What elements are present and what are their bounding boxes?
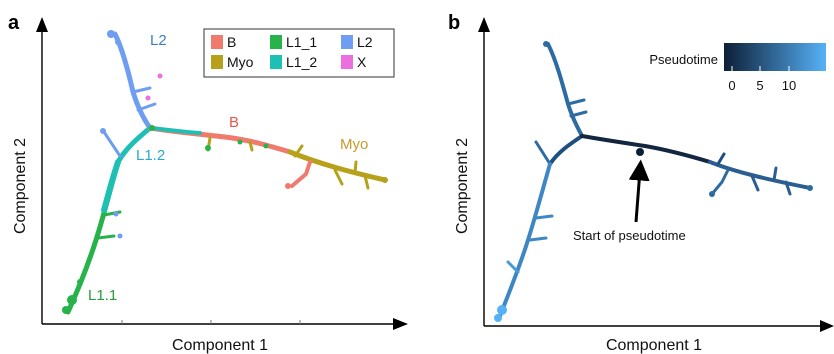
legend-label-l1_2: L1_2	[286, 54, 317, 70]
branch-myo-sub	[290, 160, 312, 188]
legend-label-myo: Myo	[227, 54, 254, 70]
pt-branch-lower-twig-3	[506, 260, 520, 274]
panel-a-x-arrow	[393, 318, 408, 330]
pt-branch-right-twig-4	[784, 180, 792, 196]
label-l11: L1.1	[88, 287, 117, 304]
legend-swatch-l1_1	[270, 35, 282, 49]
label-l2: L2	[150, 32, 167, 49]
colorbar-tick-marks	[731, 66, 790, 71]
legend-swatch-b	[211, 35, 223, 49]
pseudotime-colorbar: Pseudotime 0 5 10	[649, 43, 826, 93]
legend-box	[203, 28, 395, 78]
panel-a-y-arrow	[36, 17, 48, 32]
colorbar-tick-10: 10	[782, 78, 796, 93]
legend-label-x: X	[357, 54, 367, 70]
branch-l12-twig	[102, 130, 122, 158]
legend-swatch-l2	[341, 35, 353, 49]
branch-b-twig-2	[248, 140, 254, 152]
branch-myo	[287, 149, 388, 183]
panel-b-letter: b	[448, 12, 460, 34]
label-b: B	[229, 114, 239, 131]
pt-branch-right-twig-3	[772, 166, 778, 182]
colorbar-tick-0: 0	[728, 78, 735, 93]
pt-branch-upper-twig	[566, 98, 586, 106]
branch-myo-twig-2	[333, 168, 344, 186]
colorbar-title: Pseudotime	[649, 52, 718, 67]
branch-myo-twig-3	[353, 160, 358, 175]
label-l12: L1.2	[136, 147, 165, 164]
panel-a: a Component 1 Component 2	[8, 12, 408, 354]
panel-a-trajectory	[65, 31, 388, 315]
branch-myo-twig-4	[363, 174, 370, 190]
pt-branch-upper-twig-2	[569, 110, 588, 118]
pt-branch-lower-twig	[534, 214, 554, 220]
pt-branch-right-twig-2	[750, 174, 760, 192]
branch-l2	[112, 31, 153, 131]
branch-l2-twig-2	[136, 102, 157, 112]
branch-myo-twig	[293, 144, 304, 158]
pseudotime-start-cells	[636, 148, 644, 156]
pt-branch-right-sub	[710, 168, 730, 196]
pt-branch-lower-twig-2	[528, 236, 548, 242]
colorbar-tick-5: 5	[756, 78, 763, 93]
branch-junction	[115, 125, 153, 165]
pt-branch-upper	[546, 42, 584, 138]
pt-branch-lower	[498, 162, 552, 318]
legend-swatch-l1_2	[270, 55, 282, 69]
branch-l11-twig-2	[96, 234, 116, 240]
panel-b-x-arrow	[820, 320, 834, 332]
legend-swatch-myo	[211, 55, 223, 69]
panel-b-y-label: Component 2	[454, 138, 471, 234]
panel-b-cells	[494, 41, 813, 322]
colorbar-gradient	[724, 43, 826, 71]
start-annotation: Start of pseudotime	[573, 228, 686, 243]
panel-b: b Component 1 Component 2	[448, 12, 834, 354]
panel-a-legend: B L1_1 L2 Myo L1_2 X	[203, 28, 395, 78]
start-arrow	[628, 159, 650, 223]
panel-a-letter: a	[8, 12, 20, 34]
panel-b-x-label: Component 1	[606, 337, 702, 354]
panel-a-x-label: Component 1	[172, 337, 268, 354]
legend-label-l1_1: L1_1	[286, 34, 317, 50]
legend-label-l2: L2	[357, 34, 373, 50]
panel-a-cells	[62, 30, 388, 314]
panel-b-trajectory	[498, 42, 812, 318]
branch-l12	[101, 159, 121, 213]
legend-swatch-x	[341, 55, 353, 69]
pt-branch-junction	[548, 134, 584, 166]
panel-a-y-label: Component 2	[12, 138, 29, 234]
pt-branch-junction-twig	[534, 140, 552, 166]
pt-branch-right-twig	[716, 152, 726, 166]
pt-branch-middle	[580, 134, 712, 164]
panel-b-y-arrow	[478, 17, 490, 32]
legend-label-b: B	[227, 34, 236, 50]
panel-a-x-ticks	[121, 320, 301, 324]
branch-l2-twig	[131, 86, 152, 94]
label-myo: Myo	[340, 136, 368, 153]
branch-b-start	[148, 126, 202, 135]
